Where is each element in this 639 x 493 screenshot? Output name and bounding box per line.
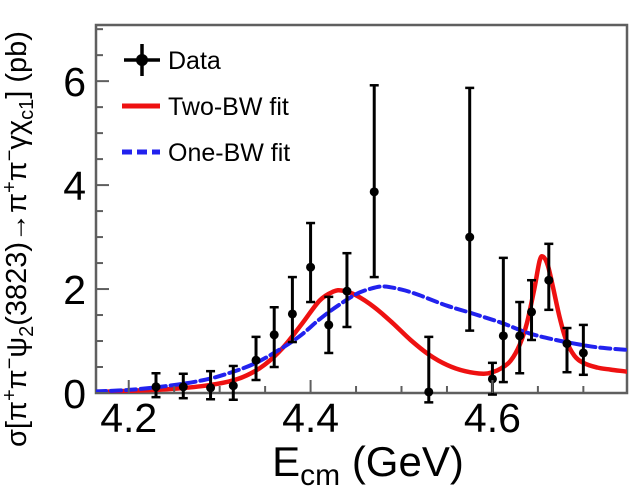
data-point xyxy=(306,221,316,304)
data-point xyxy=(578,323,588,377)
axis-labels-layer: 4.2 4.4 4.6 0 2 4 6 Ecm (GeV) σ[π+π−ψ2(3823)→π+π… xyxy=(0,31,521,492)
legend-item-one-bw-fit: One-BW fit xyxy=(122,139,290,167)
legend-item-data: Data xyxy=(124,44,221,76)
y-axis-title: σ[π+π−ψ2(3823)→π+π−γχc1] (pb) xyxy=(0,31,38,447)
data-marker xyxy=(178,382,188,392)
data-marker xyxy=(424,387,434,397)
data-marker xyxy=(527,307,537,317)
data-marker xyxy=(465,232,475,242)
x-tick-label: 4.2 xyxy=(100,395,157,441)
data-point xyxy=(178,372,188,400)
data-point xyxy=(498,256,508,384)
legend-label: Two-BW fit xyxy=(168,93,289,121)
data-point xyxy=(424,335,434,404)
y-tick-label: 6 xyxy=(63,59,86,105)
data-marker xyxy=(487,374,497,384)
data-point xyxy=(544,242,554,312)
data-marker xyxy=(562,339,572,349)
data-points-layer xyxy=(151,84,588,404)
data-point xyxy=(527,278,537,342)
data-marker xyxy=(369,187,379,197)
data-point xyxy=(515,300,525,375)
legend-label: Data xyxy=(168,47,221,75)
legend-data-marker-icon xyxy=(136,54,148,66)
fit-curves-layer xyxy=(96,253,627,393)
data-marker xyxy=(206,383,216,393)
x-axis-title: Ecm (GeV) xyxy=(272,438,464,492)
data-point xyxy=(251,335,261,382)
data-marker xyxy=(578,348,588,358)
data-marker xyxy=(515,331,525,341)
data-marker xyxy=(228,381,238,391)
two-bw-fit-curve xyxy=(96,253,627,393)
data-point xyxy=(324,295,334,355)
data-point xyxy=(342,251,352,329)
data-marker xyxy=(306,262,316,272)
data-marker xyxy=(287,309,297,319)
data-marker xyxy=(151,382,161,392)
data-marker xyxy=(342,286,352,296)
plot-frame xyxy=(94,23,629,395)
data-point xyxy=(206,369,216,401)
one-bw-fit-curve xyxy=(96,284,627,393)
data-point xyxy=(228,364,238,402)
legend-item-two-bw-fit: Two-BW fit xyxy=(122,93,289,121)
plot-frame-layer xyxy=(94,23,629,395)
y-tick-label: 4 xyxy=(63,163,86,209)
legend: Data Two-BW fit One-BW fit xyxy=(122,44,290,167)
data-point xyxy=(151,371,161,399)
y-tick-label: 2 xyxy=(63,267,86,313)
y-tick-label: 0 xyxy=(63,371,86,417)
x-tick-label: 4.6 xyxy=(464,395,521,441)
data-point xyxy=(287,275,297,344)
data-point xyxy=(269,305,279,369)
data-point xyxy=(465,86,475,332)
data-point xyxy=(369,84,379,279)
data-point xyxy=(562,326,572,374)
data-marker xyxy=(544,275,554,285)
data-marker xyxy=(269,330,279,340)
legend-label: One-BW fit xyxy=(168,139,290,167)
axis-ticks-layer xyxy=(96,28,585,394)
x-tick-label: 4.4 xyxy=(282,395,339,441)
data-marker xyxy=(498,331,508,341)
data-marker xyxy=(324,320,334,330)
data-marker xyxy=(251,355,261,365)
